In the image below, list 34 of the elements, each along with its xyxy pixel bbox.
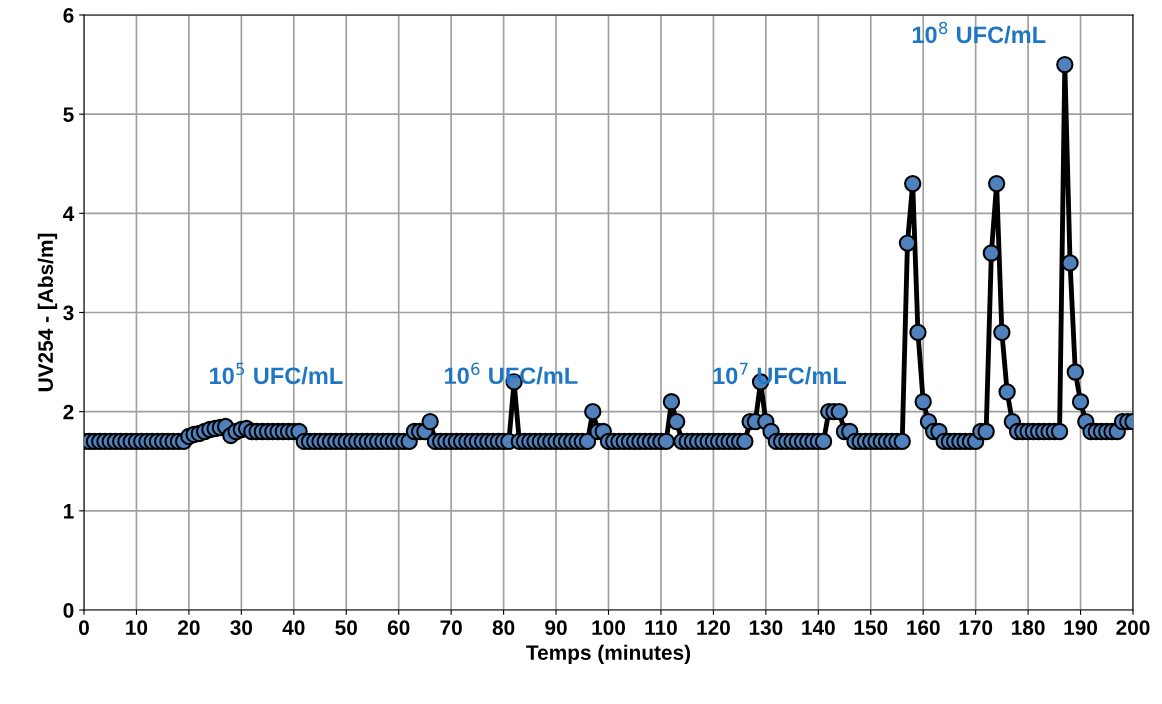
annotation: 10$^{7}$ UFC/mL — [713, 362, 847, 385]
x-tick-label: 60 — [387, 620, 410, 636]
x-tick-label: 90 — [545, 620, 567, 636]
x-tick-label: 50 — [335, 620, 357, 636]
x-tick-label: 110 — [645, 620, 677, 636]
y-tick-label: 4 — [63, 206, 75, 221]
x-tick-label: 20 — [178, 620, 200, 636]
x-tick-label: 150 — [854, 620, 888, 636]
x-tick-label: 100 — [592, 620, 626, 636]
y-tick-label: 1 — [64, 504, 74, 519]
x-tick-label: 200 — [1116, 620, 1150, 636]
x-tick-label: 30 — [230, 620, 253, 636]
x-tick-label: 70 — [440, 620, 462, 636]
y-tick-label: 2 — [63, 404, 74, 420]
x-tick-label: 170 — [959, 620, 993, 636]
x-tick-label: 120 — [697, 620, 730, 636]
x-tick-label: 180 — [1012, 620, 1045, 636]
y-tick-label: 3 — [63, 305, 74, 321]
x-tick-label: 40 — [282, 620, 305, 636]
x-tick-label: 190 — [1064, 620, 1098, 636]
y-tick-label: 6 — [63, 8, 74, 23]
x-tick-label: 130 — [749, 620, 783, 636]
x-tick-label: 140 — [802, 620, 835, 636]
y-tick-label: 5 — [63, 107, 74, 122]
y-tick-label: 0 — [63, 603, 74, 618]
annotation: 10$^{8}$ UFC/mL — [912, 21, 1046, 44]
annotation: 10$^{5}$ UFC/mL — [210, 362, 343, 385]
x-tick-label: 160 — [907, 620, 940, 636]
x-tick-label: 10 — [126, 620, 148, 636]
annotation: 10$^{6}$ UFC/mL — [445, 362, 578, 385]
x-tick-label: 80 — [492, 620, 515, 636]
x-tick-label: 0 — [79, 620, 89, 636]
x-axis-title: Temps (minutes) — [526, 644, 691, 665]
y-axis-title: UV254 - [Abs/m] — [37, 233, 58, 392]
